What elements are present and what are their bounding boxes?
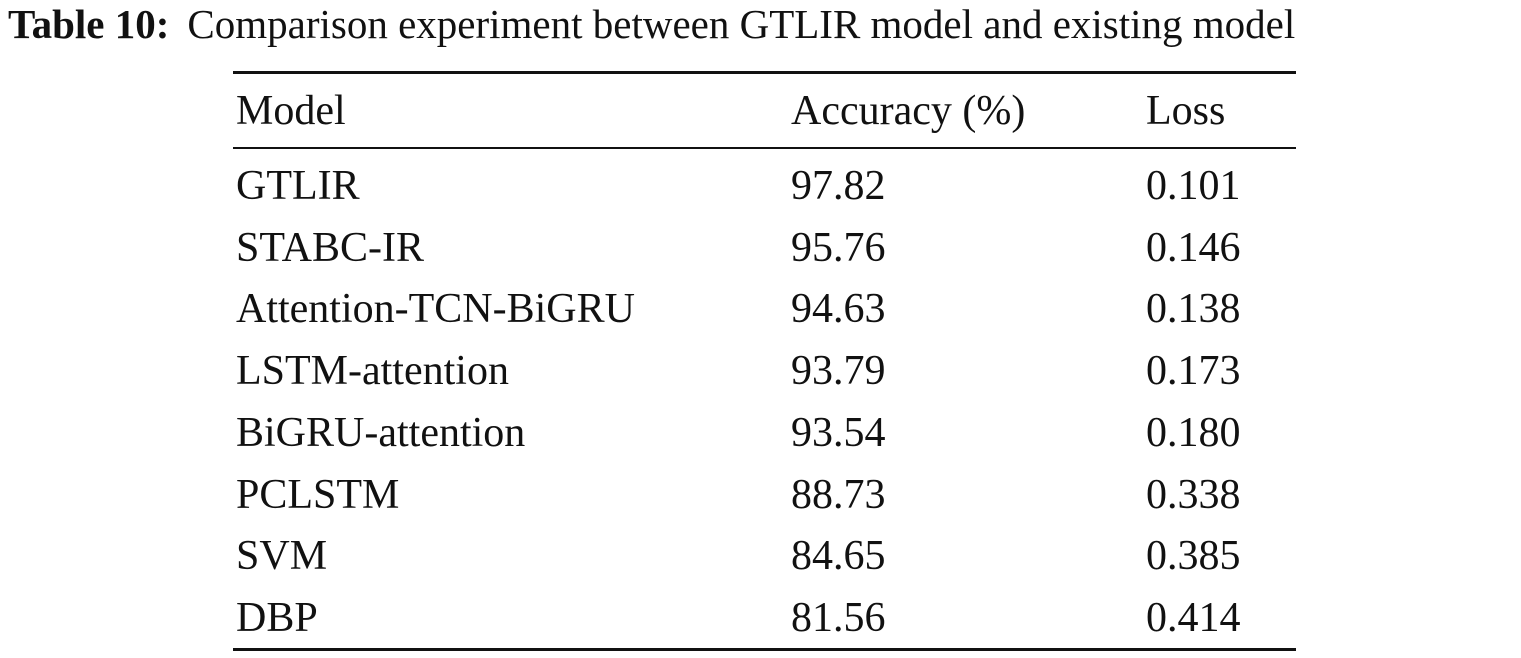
cell-model: Attention-TCN-BiGRU <box>236 286 635 333</box>
header-rule <box>233 147 1296 149</box>
cell-model: LSTM-attention <box>236 348 509 395</box>
cell-model: DBP <box>236 594 318 641</box>
cell-accuracy: 97.82 <box>791 163 886 209</box>
cell-model: BiGRU-attention <box>236 409 526 456</box>
cell-accuracy: 88.73 <box>791 471 886 518</box>
cell-loss: 0.385 <box>1146 533 1241 580</box>
cell-accuracy: 81.56 <box>791 594 886 641</box>
cell-accuracy: 93.79 <box>791 348 886 395</box>
cell-model: GTLIR <box>236 163 360 209</box>
cell-loss: 0.101 <box>1146 163 1241 209</box>
bottom-rule <box>233 648 1296 651</box>
top-rule <box>233 71 1296 74</box>
cell-model: STABC-IR <box>236 224 424 271</box>
cell-loss: 0.180 <box>1146 409 1241 456</box>
header-accuracy: Accuracy (%) <box>791 88 1026 134</box>
caption: Table 10: Comparison experiment between G… <box>8 0 1295 48</box>
header-loss: Loss <box>1146 88 1226 134</box>
cell-loss: 0.138 <box>1146 286 1241 333</box>
cell-accuracy: 84.65 <box>791 533 886 580</box>
cell-loss: 0.338 <box>1146 471 1241 518</box>
header-model: Model <box>236 88 346 134</box>
caption-text: Comparison experiment between GTLIR mode… <box>187 1 1296 47</box>
cell-accuracy: 94.63 <box>791 286 886 333</box>
cell-loss: 0.173 <box>1146 348 1241 395</box>
cell-accuracy: 93.54 <box>791 409 886 456</box>
cell-loss: 0.146 <box>1146 224 1241 271</box>
cell-accuracy: 95.76 <box>791 224 886 271</box>
cell-model: SVM <box>236 533 328 580</box>
cell-model: PCLSTM <box>236 471 400 518</box>
cell-loss: 0.414 <box>1146 594 1241 641</box>
caption-label: Table 10: <box>8 1 170 47</box>
